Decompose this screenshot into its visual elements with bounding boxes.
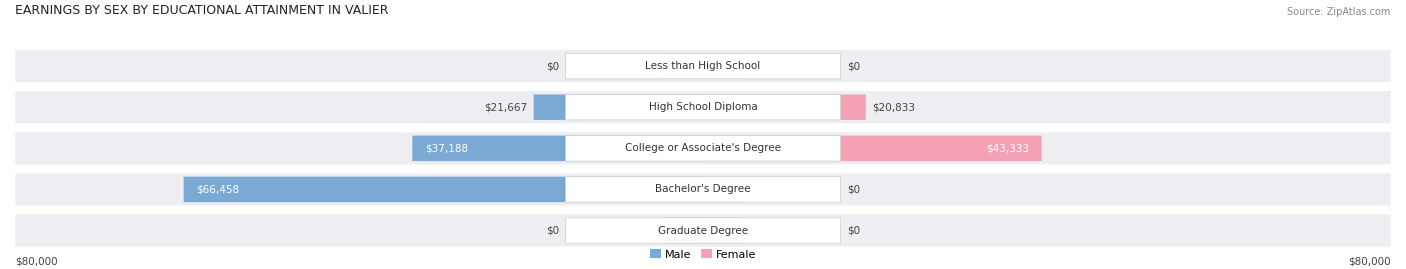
FancyBboxPatch shape <box>703 177 744 202</box>
Text: EARNINGS BY SEX BY EDUCATIONAL ATTAINMENT IN VALIER: EARNINGS BY SEX BY EDUCATIONAL ATTAINMEN… <box>15 4 389 17</box>
Text: Graduate Degree: Graduate Degree <box>658 225 748 236</box>
FancyBboxPatch shape <box>565 53 841 79</box>
FancyBboxPatch shape <box>662 53 703 79</box>
Text: College or Associate's Degree: College or Associate's Degree <box>626 143 780 153</box>
FancyBboxPatch shape <box>662 218 703 243</box>
FancyBboxPatch shape <box>703 218 744 243</box>
FancyBboxPatch shape <box>184 177 703 202</box>
FancyBboxPatch shape <box>15 50 1391 82</box>
Text: $66,458: $66,458 <box>195 185 239 194</box>
Text: $0: $0 <box>546 61 560 71</box>
FancyBboxPatch shape <box>15 132 1391 164</box>
FancyBboxPatch shape <box>412 136 703 161</box>
FancyBboxPatch shape <box>703 136 1042 161</box>
Text: $0: $0 <box>546 225 560 236</box>
FancyBboxPatch shape <box>15 214 1391 247</box>
Text: $20,833: $20,833 <box>872 102 915 112</box>
FancyBboxPatch shape <box>703 53 744 79</box>
Legend: Male, Female: Male, Female <box>645 245 761 264</box>
FancyBboxPatch shape <box>565 177 841 202</box>
Text: $80,000: $80,000 <box>15 256 58 266</box>
FancyBboxPatch shape <box>565 94 841 120</box>
FancyBboxPatch shape <box>565 218 841 243</box>
Text: $80,000: $80,000 <box>1348 256 1391 266</box>
Text: Source: ZipAtlas.com: Source: ZipAtlas.com <box>1288 7 1391 17</box>
FancyBboxPatch shape <box>15 174 1391 206</box>
Text: High School Diploma: High School Diploma <box>648 102 758 112</box>
Text: $37,188: $37,188 <box>425 143 468 153</box>
Text: $0: $0 <box>846 225 860 236</box>
Text: Bachelor's Degree: Bachelor's Degree <box>655 185 751 194</box>
Text: $0: $0 <box>846 185 860 194</box>
Text: $0: $0 <box>846 61 860 71</box>
FancyBboxPatch shape <box>565 136 841 161</box>
FancyBboxPatch shape <box>703 94 866 120</box>
Text: $21,667: $21,667 <box>484 102 527 112</box>
FancyBboxPatch shape <box>15 91 1391 123</box>
Text: Less than High School: Less than High School <box>645 61 761 71</box>
Text: $43,333: $43,333 <box>986 143 1029 153</box>
FancyBboxPatch shape <box>534 94 703 120</box>
